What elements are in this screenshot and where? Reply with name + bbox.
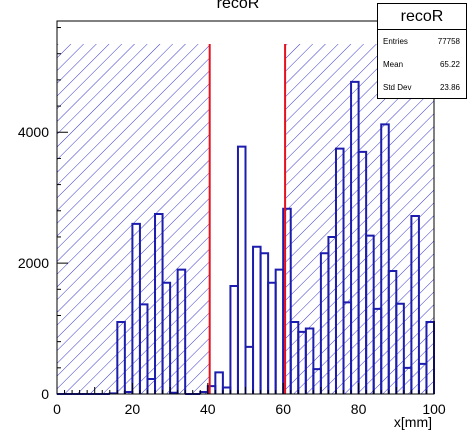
- histogram-bin: [410, 215, 420, 394]
- histogram-bin: [274, 268, 285, 394]
- x-tick-label: 100: [422, 401, 446, 417]
- stats-std-row: Std Dev 23.86: [378, 76, 466, 99]
- histogram-bin: [229, 285, 239, 394]
- stats-title: recoR: [378, 4, 466, 30]
- stats-std-label: Std Dev: [383, 83, 412, 92]
- histogram-bin: [236, 145, 247, 394]
- stats-entries-label: Entries: [383, 37, 408, 46]
- histogram-bin: [244, 345, 255, 394]
- histogram-bin: [214, 371, 224, 394]
- stats-entries-row: Entries 77758: [378, 30, 466, 53]
- stats-entries-value: 77758: [437, 37, 460, 46]
- histogram-bin: [138, 303, 149, 394]
- x-axis-label: x[mm]: [394, 414, 432, 430]
- x-tick-label: 0: [53, 401, 61, 417]
- histogram-bin: [116, 321, 126, 394]
- y-tick-label: 0: [41, 386, 49, 402]
- histogram-bin: [282, 207, 292, 394]
- histogram-bin: [252, 245, 262, 394]
- x-tick-label: 60: [275, 401, 291, 417]
- histogram-bin: [395, 302, 405, 394]
- stats-std-value: 23.86: [439, 83, 460, 92]
- histogram-bin: [380, 123, 390, 394]
- x-tick-label: 20: [125, 401, 141, 417]
- x-tick-label: 40: [200, 401, 216, 417]
- histogram-bin: [259, 252, 270, 394]
- histogram-bin: [304, 327, 315, 394]
- y-tick-label: 4000: [18, 124, 49, 140]
- histogram-bin: [267, 281, 277, 394]
- stats-mean-label: Mean: [383, 60, 404, 69]
- chart-title-fragment: recoR: [217, 0, 260, 12]
- histogram-bin: [176, 268, 187, 394]
- stats-mean-value: 65.22: [439, 60, 460, 69]
- histogram-bin: [334, 147, 345, 394]
- y-tick-label: 2000: [18, 255, 49, 271]
- x-tick-label: 80: [351, 401, 367, 417]
- histogram-bin: [161, 281, 172, 394]
- histogram-bin: [221, 386, 232, 394]
- stats-mean-row: Mean 65.22: [378, 53, 466, 76]
- stats-box: recoR Entries 77758 Mean 65.22 Std Dev 2…: [377, 3, 467, 99]
